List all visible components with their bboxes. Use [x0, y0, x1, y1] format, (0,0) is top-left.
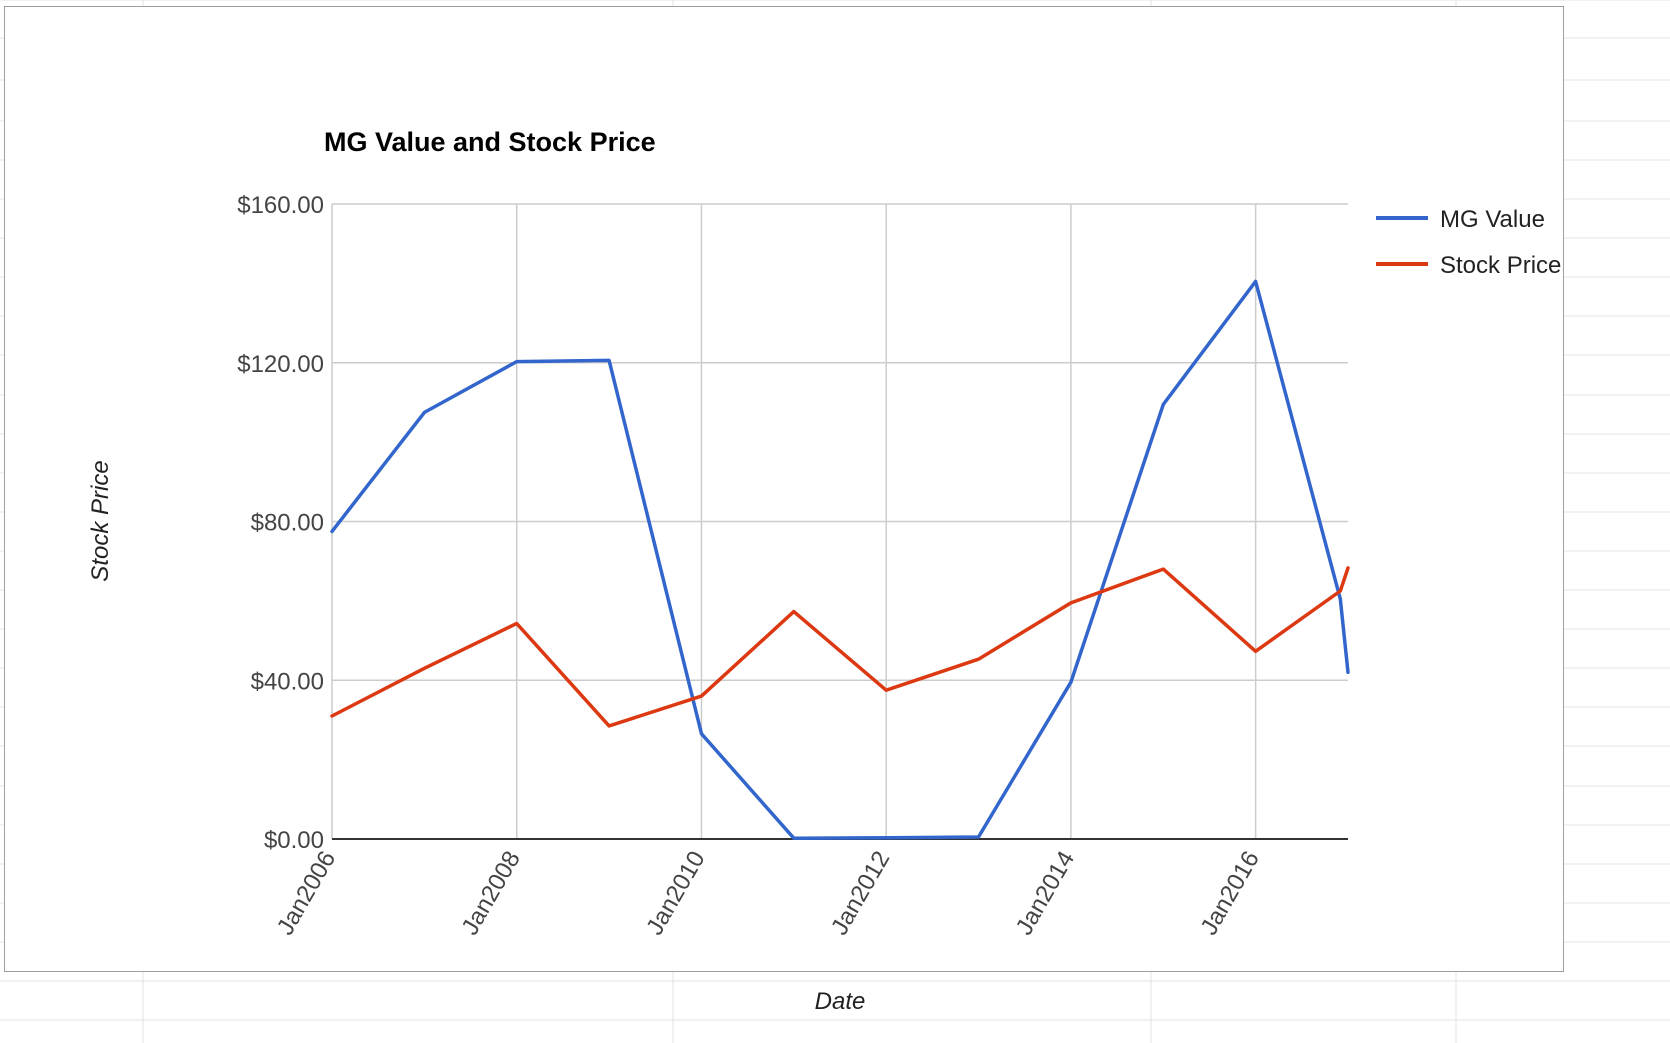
- x-tick-label-0: Jan2006: [272, 847, 341, 940]
- legend-label-mg-value: MG Value: [1440, 206, 1545, 233]
- x-tick-label-1: Jan2008: [456, 847, 525, 940]
- chart-container[interactable]: [4, 6, 1564, 972]
- series-line-stock-price: [330, 566, 1350, 728]
- y-tick-label-3: $120.00: [237, 351, 324, 378]
- y-tick-label-0: $0.00: [264, 827, 324, 854]
- x-tick-label-3: Jan2012: [826, 847, 895, 940]
- y-tick-label-2: $80.00: [251, 510, 324, 537]
- chart-title: MG Value and Stock Price: [324, 127, 656, 157]
- x-tick-label-4: Jan2014: [1011, 847, 1080, 940]
- y-tick-label-1: $40.00: [251, 668, 324, 695]
- legend[interactable]: MG Value Stock Price: [1376, 206, 1561, 279]
- x-tick-label-2: Jan2010: [641, 847, 710, 940]
- x-tick-label-5: Jan2016: [1195, 847, 1264, 940]
- legend-label-stock-price: Stock Price: [1440, 252, 1561, 279]
- y-tick-label-4: $160.00: [237, 192, 324, 219]
- gridlines: [331, 203, 1348, 839]
- series-lines: [330, 279, 1350, 840]
- axes: $0.00 $40.00 $80.00 $120.00 $160.00 Jan2006 Ja…: [237, 192, 1348, 940]
- series-line-mg-value: [330, 279, 1350, 840]
- x-axis-title: Date: [815, 988, 866, 1015]
- y-axis-title: Stock Price: [87, 460, 114, 581]
